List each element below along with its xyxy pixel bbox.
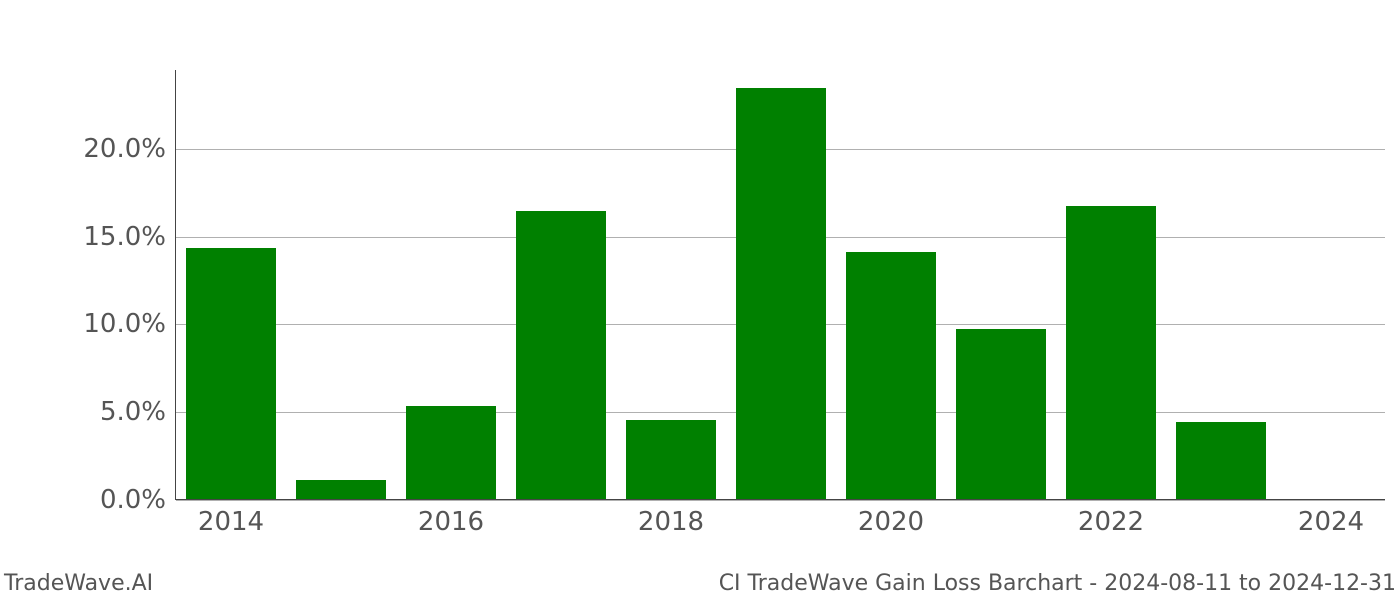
x-axis-tick-label: 2018 <box>638 507 704 537</box>
bar <box>736 88 826 499</box>
footer-caption: CI TradeWave Gain Loss Barchart - 2024-0… <box>719 571 1396 596</box>
y-axis-tick-label: 15.0% <box>83 222 166 252</box>
x-axis-tick-label: 2024 <box>1298 507 1364 537</box>
y-axis-tick-label: 20.0% <box>83 134 166 164</box>
bar <box>406 406 496 499</box>
x-axis-tick-label: 2016 <box>418 507 484 537</box>
bar <box>956 329 1046 499</box>
bar <box>296 480 386 499</box>
x-axis-tick-label: 2020 <box>858 507 924 537</box>
bar <box>1066 206 1156 499</box>
plot-area: 0.0%5.0%10.0%15.0%20.0%20142016201820202… <box>175 70 1385 500</box>
footer-brand: TradeWave.AI <box>4 571 153 596</box>
x-axis-tick-label: 2014 <box>198 507 264 537</box>
bar <box>516 211 606 499</box>
chart-container: 0.0% 5.0% 10.0% 15.0% 20.0% 2014 2016 2018 2020 2… <box>0 0 1400 600</box>
y-axis-tick-label: 10.0% <box>83 309 166 339</box>
y-axis-tick-label: 0.0% <box>100 485 166 515</box>
bar <box>1176 422 1266 499</box>
gridline <box>176 500 1385 501</box>
bar <box>186 248 276 499</box>
x-axis-tick-label: 2022 <box>1078 507 1144 537</box>
y-axis-tick-label: 5.0% <box>100 397 166 427</box>
bar <box>846 252 936 499</box>
bar <box>626 420 716 499</box>
